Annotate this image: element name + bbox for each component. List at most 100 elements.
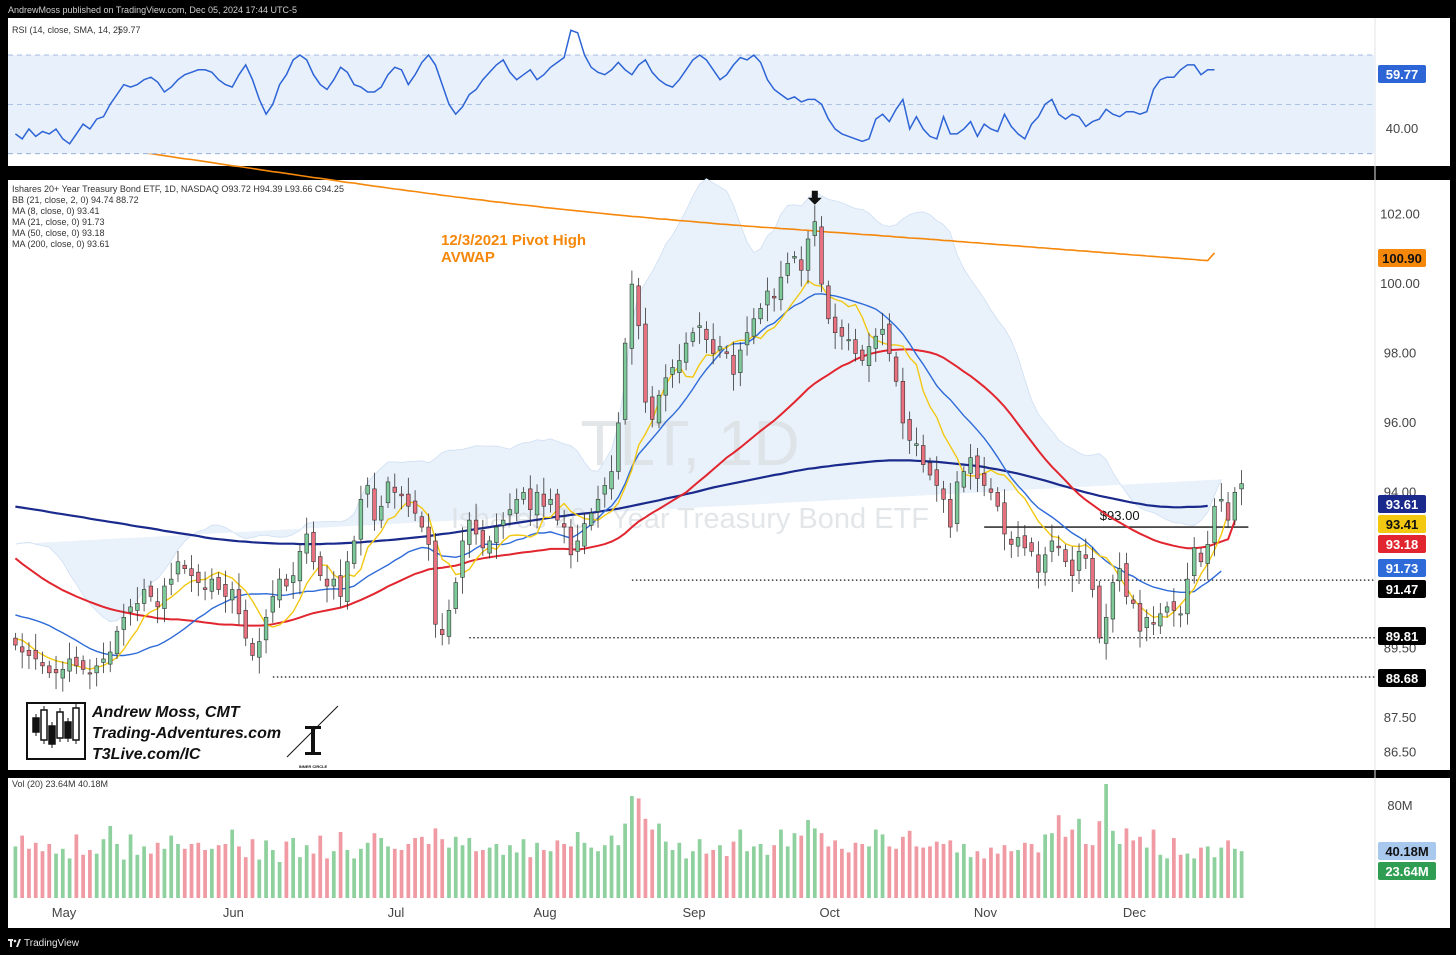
volume-bar [1151,829,1156,898]
candle [60,661,65,692]
candle-body [324,578,330,587]
candle-body [169,578,174,585]
candle-body [1205,544,1210,564]
volume-bar [928,846,932,898]
volume-bars [13,784,1244,898]
candle-body [541,493,546,507]
candle-body [467,519,472,545]
candle-body [433,540,438,625]
volume-bar [257,859,262,898]
candle [846,323,851,351]
candle-body [514,498,519,514]
candle [1198,547,1204,567]
volume-bar [1226,840,1230,898]
candle-body [1036,554,1041,573]
x-axis-label: Dec [1123,905,1147,920]
candle-body [568,526,574,556]
candle-body [1110,582,1116,620]
candle-body [636,285,641,327]
volume-bar [704,853,709,898]
chart-svg[interactable]: TLT, 1D Ishares 20+ Year Treasury Bond ET… [0,0,1456,930]
volume-bar [643,818,648,898]
candle-body [751,318,756,337]
volume-ma-tag-label: 40.18M [1385,844,1428,859]
candle [893,351,899,387]
candle [832,303,838,350]
volume-bar [67,858,72,898]
candle [108,641,113,673]
candle-body [575,540,580,552]
candle-body [1083,554,1088,559]
candle [771,288,777,312]
volume-bar [975,851,980,898]
candle-body [1117,568,1122,582]
candle-body [1212,505,1217,543]
volume-bar [1144,847,1149,898]
price-tag-label: 89.81 [1386,629,1419,644]
legend-line: MA (8, close, 0) 93.41 [12,206,100,216]
candle [595,485,601,528]
legend-line: MA (21, close, 0) 91.73 [12,217,105,227]
candle-body [1097,585,1102,639]
candle [1070,546,1075,592]
volume-bar [1083,844,1088,898]
volume-bar [772,845,777,898]
volume-bar [1077,818,1081,898]
candle-body [893,356,899,382]
volume-bar [867,846,871,898]
candle-body [13,637,18,646]
volume-bar [196,842,201,898]
volume-bar [365,842,370,898]
volume-bar [169,835,174,898]
candle-body [379,505,384,521]
candle-body [819,226,824,285]
candle-body [385,481,391,504]
candle [880,312,885,346]
candle-body [318,556,323,576]
legend-line: BB (21, close, 2, 0) 94.74 88.72 [12,195,139,205]
candle [1103,603,1109,660]
price-tag [1378,515,1426,533]
candle [128,598,133,626]
candle-body [704,328,709,340]
candle-body [927,462,933,476]
volume-bar [40,851,45,898]
logo-candle [48,725,56,745]
volume-bar [399,850,404,898]
candle-body [663,377,668,396]
candlesticks [13,205,1244,692]
candle-body [1022,535,1027,549]
logo-candle [56,711,64,739]
candle [548,488,553,513]
volume-bar [724,856,729,898]
volume-bar [1022,842,1027,898]
logo-candle [32,717,40,733]
candle [189,555,194,592]
volume-bar [670,850,675,898]
candle [589,507,594,531]
volume-bar [359,848,363,898]
candle-body [33,649,38,660]
candle-body [67,658,72,672]
rsi-line [14,29,1215,145]
pivot-arrow-icon [807,190,822,205]
candle [799,246,804,287]
candle [568,519,574,569]
candle-body [1124,563,1129,597]
candle-body [1225,502,1231,521]
candle-body [60,669,65,679]
candle-body [765,290,770,306]
volume-bar [535,842,539,898]
candle [236,573,242,625]
volume-bar [1043,834,1048,898]
volume-bar [115,844,119,898]
candle-body [182,564,187,570]
candle [440,613,445,646]
candle [87,659,93,690]
volume-bar [474,851,478,898]
volume-bar [501,854,506,898]
volume-bar [331,851,336,898]
candle [460,527,465,594]
candle-body [717,346,723,351]
volume-bar [311,853,316,898]
